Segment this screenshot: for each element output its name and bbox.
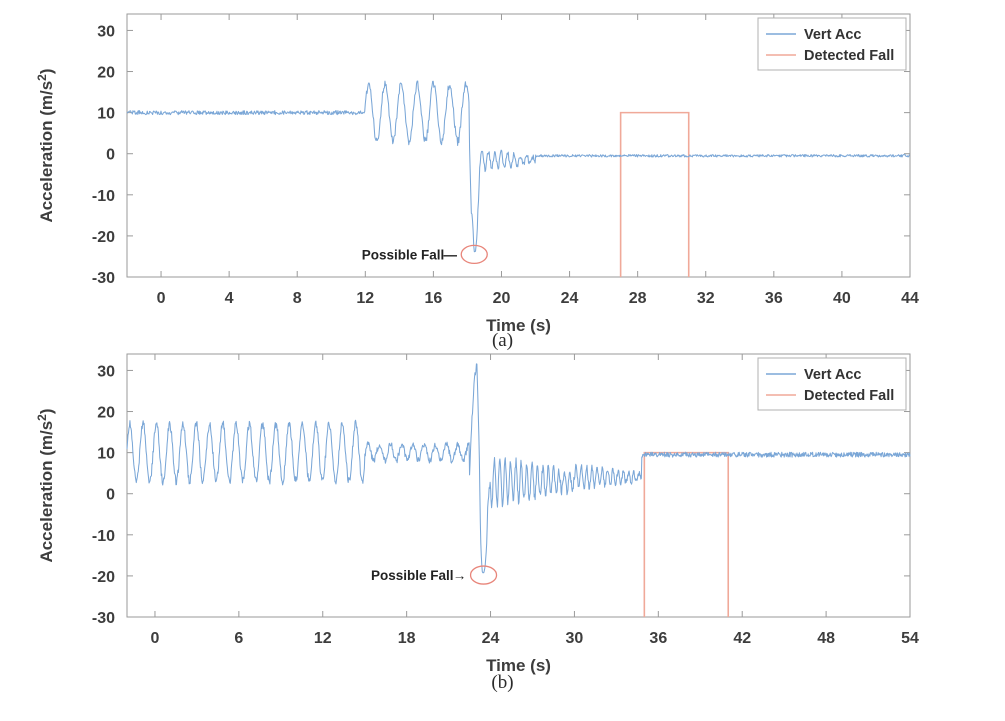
x-tick-label: 32 xyxy=(697,290,715,307)
legend-label: Vert Acc xyxy=(804,27,862,43)
y-tick-label: -20 xyxy=(92,229,115,246)
y-tick-label: -30 xyxy=(92,270,115,287)
x-tick-label: 0 xyxy=(157,290,166,307)
y-tick-label: 10 xyxy=(97,106,115,123)
possible-fall-arrow-icon: — xyxy=(443,247,457,262)
y-tick-label: 30 xyxy=(97,363,115,380)
y-tick-label: 20 xyxy=(97,65,115,82)
y-tick-label: 0 xyxy=(106,147,115,164)
x-tick-label: 6 xyxy=(234,630,243,647)
possible-fall-marker xyxy=(469,565,498,585)
y-tick-label: 0 xyxy=(106,487,115,504)
possible-fall-label: Possible Fall xyxy=(362,247,445,262)
vert-acc-signal xyxy=(126,80,910,253)
chart-panel-b: 0 6 12 18 24 30 36 42 48 54 -30 -20 -10 0 10 20 30 Time (… xyxy=(0,340,1005,680)
y-tick-label: -30 xyxy=(92,610,115,627)
x-tick-label: 12 xyxy=(314,630,332,647)
x-tick-label: 24 xyxy=(482,630,500,647)
vert-acc-signal xyxy=(126,363,911,574)
detected-fall-pulse xyxy=(619,111,690,277)
x-tick-label: 0 xyxy=(151,630,160,647)
plot-frame xyxy=(126,13,911,278)
plot-frame xyxy=(126,353,911,618)
x-tick-label: 16 xyxy=(424,290,442,307)
possible-fall-marker xyxy=(460,244,488,265)
y-tick-label: 20 xyxy=(97,405,115,422)
y-tick-label: -20 xyxy=(92,569,115,586)
x-tick-label: 36 xyxy=(649,630,667,647)
y-axis-title: Acceleration (m/s2) xyxy=(35,408,56,562)
x-tick-label: 20 xyxy=(493,290,511,307)
chart-panel-a: 0 4 8 12 16 20 24 28 32 36 40 44 -30 -20 -10 0 10 20 30 Tim… xyxy=(0,0,1005,340)
y-tick-label: 10 xyxy=(97,446,115,463)
panel-caption-a: (a) xyxy=(491,330,514,351)
legend-label: Detected Fall xyxy=(804,48,894,64)
panel-caption-b: (b) xyxy=(491,672,514,693)
legend-label: Detected Fall xyxy=(804,388,894,404)
x-tick-label: 18 xyxy=(398,630,416,647)
x-tick-label: 54 xyxy=(901,630,919,647)
x-tick-label: 44 xyxy=(901,290,919,307)
x-tick-label: 36 xyxy=(765,290,783,307)
x-tick-label: 28 xyxy=(629,290,647,307)
x-tick-label: 40 xyxy=(833,290,851,307)
x-axis-title: Time (s) xyxy=(486,656,551,675)
x-axis-title: Time (s) xyxy=(486,316,551,335)
x-tick-label: 42 xyxy=(733,630,751,647)
acceleration-plot-a: 0 4 8 12 16 20 24 28 32 36 40 44 -30 -20 -10 0 10 20 30 Tim… xyxy=(35,13,919,335)
possible-fall-label: Possible Fall xyxy=(371,568,454,583)
possible-fall-arrow-icon: → xyxy=(453,568,467,583)
legend-box xyxy=(757,357,907,411)
x-tick-label: 12 xyxy=(356,290,374,307)
detected-fall-pulse xyxy=(643,451,730,617)
x-tick-label: 30 xyxy=(566,630,584,647)
legend-label: Vert Acc xyxy=(804,367,862,383)
y-tick-label: 30 xyxy=(97,23,115,40)
acceleration-plot-b: 0 6 12 18 24 30 36 42 48 54 -30 -20 -10 0 10 20 30 Time (… xyxy=(35,353,919,675)
x-tick-label: 4 xyxy=(225,290,234,307)
y-axis-title: Acceleration (m/s2) xyxy=(35,68,56,222)
legend-box xyxy=(757,17,907,71)
y-tick-label: -10 xyxy=(92,528,115,545)
x-tick-label: 48 xyxy=(817,630,835,647)
y-tick-label: -10 xyxy=(92,188,115,205)
x-tick-label: 24 xyxy=(561,290,579,307)
x-tick-label: 8 xyxy=(293,290,302,307)
